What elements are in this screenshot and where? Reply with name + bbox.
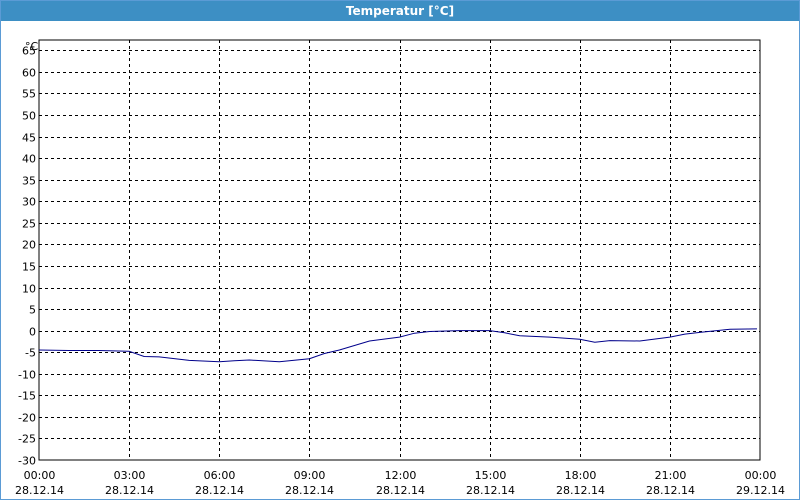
x-tick-time-label: 18:00 xyxy=(565,469,597,482)
grid-lines xyxy=(39,40,760,460)
x-tick-date-label: 28.12.14 xyxy=(646,484,695,497)
y-tick-label: 15 xyxy=(22,261,36,274)
y-tick-label: -15 xyxy=(18,390,36,403)
y-tick-label: -10 xyxy=(18,369,36,382)
x-tick-date-label: 28.12.14 xyxy=(376,484,425,497)
y-tick-label: -25 xyxy=(18,433,36,446)
x-tick-date-label: 28.12.14 xyxy=(466,484,515,497)
y-tick-label: 25 xyxy=(22,218,36,231)
x-tick-date-label: 28.12.14 xyxy=(285,484,334,497)
y-tick-label: -5 xyxy=(25,347,36,360)
x-tick-time-label: 03:00 xyxy=(114,469,146,482)
y-tick-label: 55 xyxy=(22,88,36,101)
y-tick-label: 45 xyxy=(22,132,36,145)
chart-title: Temperatur [°C] xyxy=(345,4,455,18)
y-tick-label: 10 xyxy=(22,283,36,296)
y-tick-label: 35 xyxy=(22,175,36,188)
x-tick-time-label: 15:00 xyxy=(475,469,507,482)
x-tick-time-label: 09:00 xyxy=(294,469,326,482)
plot-area-frame xyxy=(38,39,761,461)
temperature-series-line xyxy=(38,328,758,363)
x-tick-date-label: 28.12.14 xyxy=(15,484,64,497)
x-axis-ticks: 00:00 28.12.14 03:00 28.12.14 06:00 28.12.14 0… xyxy=(15,469,785,497)
y-tick-label: 40 xyxy=(22,153,36,166)
y-axis-unit-label: °C xyxy=(25,40,39,53)
y-tick-label: 50 xyxy=(22,110,36,123)
x-tick-date-label: 29.12.14 xyxy=(736,484,785,497)
y-tick-label: 20 xyxy=(22,239,36,252)
y-tick-label: 5 xyxy=(29,304,36,317)
x-tick-time-label: 12:00 xyxy=(385,469,417,482)
x-tick-time-label: 00:00 xyxy=(24,469,56,482)
x-tick-date-label: 28.12.14 xyxy=(195,484,244,497)
y-tick-label: 0 xyxy=(29,326,36,339)
title-bar: Temperatur [°C] xyxy=(1,1,799,21)
y-tick-label: 30 xyxy=(22,196,36,209)
y-tick-label: 65 xyxy=(22,45,36,58)
y-tick-label: -30 xyxy=(18,455,36,468)
x-tick-date-label: 28.12.14 xyxy=(105,484,154,497)
y-axis-ticks: 65605550454035302520151050-5-10-15-20-25… xyxy=(18,45,36,468)
y-tick-label: 60 xyxy=(22,67,36,80)
y-tick-label: -20 xyxy=(18,412,36,425)
x-tick-time-label: 06:00 xyxy=(204,469,236,482)
x-tick-date-label: 28.12.14 xyxy=(556,484,605,497)
x-tick-time-label: 21:00 xyxy=(655,469,687,482)
x-tick-time-label: 00:00 xyxy=(745,469,777,482)
